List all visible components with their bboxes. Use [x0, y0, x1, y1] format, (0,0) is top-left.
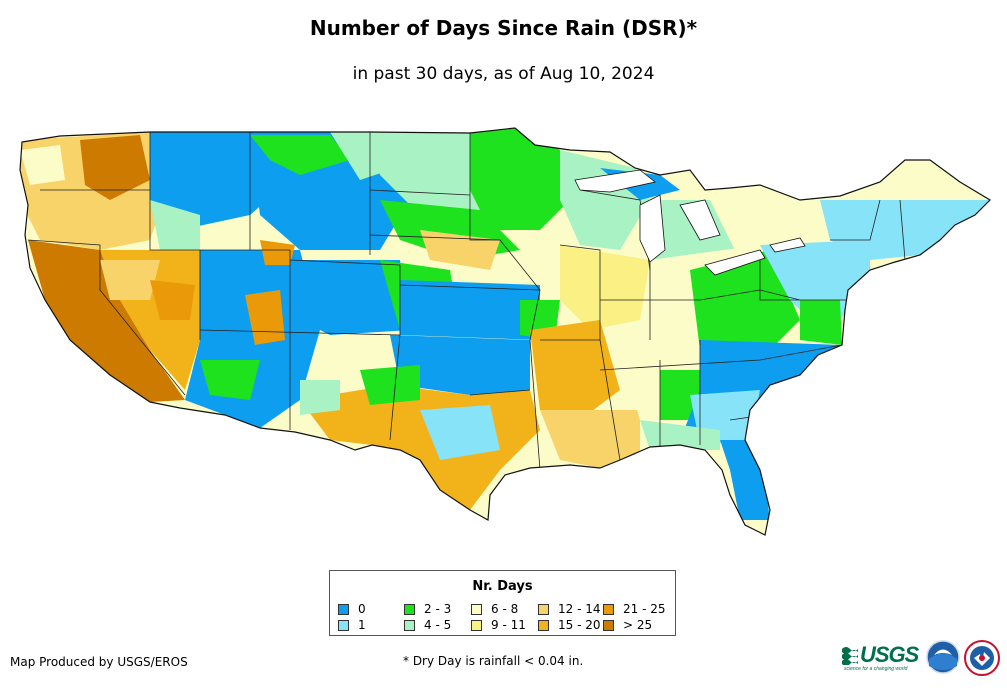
legend-label: > 25	[623, 618, 653, 632]
map-fill-regions	[20, 128, 990, 535]
legend-title: Nr. Days	[472, 579, 533, 594]
legend-label: 9 - 11	[491, 618, 526, 632]
legend-label: 21 - 25	[623, 602, 666, 616]
noaa-logo-icon	[926, 640, 960, 674]
map-title: Number of Days Since Rain (DSR)*	[309, 16, 698, 40]
legend-item-9: > 25	[603, 618, 652, 632]
legend-swatch	[471, 603, 482, 615]
legend-item-0: 0	[338, 602, 366, 616]
legend-swatch	[603, 619, 614, 631]
legend-item-6: 12 - 14	[538, 602, 601, 616]
legend-label: 4 - 5	[424, 618, 452, 632]
map-credit: Map Produced by USGS/EROS	[10, 655, 188, 669]
legend-item-7: 15 - 20	[538, 618, 601, 632]
legend-item-5: 9 - 11	[471, 618, 526, 632]
legend-item-4: 6 - 8	[471, 602, 518, 616]
legend-swatch	[338, 619, 349, 631]
legend-label: 12 - 14	[558, 602, 601, 616]
usgs-wave-icon	[842, 647, 858, 665]
legend-swatch	[538, 603, 549, 615]
dry-day-footnote: * Dry Day is rainfall < 0.04 in.	[403, 654, 584, 668]
legend: Nr. Days 0 1 2 - 3 4 - 5 6 - 8 9 - 11 12…	[329, 570, 676, 636]
usgs-wordmark: USGS	[860, 642, 919, 667]
agency-logos: USGS science for a changing world	[842, 640, 1002, 680]
legend-swatch	[603, 603, 614, 615]
legend-label: 1	[358, 618, 366, 632]
us-outline	[19, 127, 991, 536]
legend-swatch	[338, 603, 349, 615]
nws-logo-icon	[964, 640, 1000, 676]
legend-label: 2 - 3	[424, 602, 452, 616]
legend-swatch	[404, 619, 415, 631]
legend-swatch	[471, 619, 482, 631]
legend-label: 6 - 8	[491, 602, 519, 616]
legend-item-1: 1	[338, 618, 366, 632]
legend-item-2: 2 - 3	[404, 602, 451, 616]
legend-swatch	[404, 603, 415, 615]
legend-item-3: 4 - 5	[404, 618, 451, 632]
map-subtitle: in past 30 days, as of Aug 10, 2024	[352, 64, 655, 84]
legend-item-8: 21 - 25	[603, 602, 666, 616]
great-lakes	[574, 169, 806, 276]
legend-label: 0	[358, 602, 366, 616]
us-dsr-map	[19, 127, 991, 536]
legend-label: 15 - 20	[558, 618, 601, 632]
usgs-tagline: science for a changing world	[844, 666, 908, 672]
legend-swatch	[538, 619, 549, 631]
usgs-logo: USGS	[842, 642, 919, 668]
